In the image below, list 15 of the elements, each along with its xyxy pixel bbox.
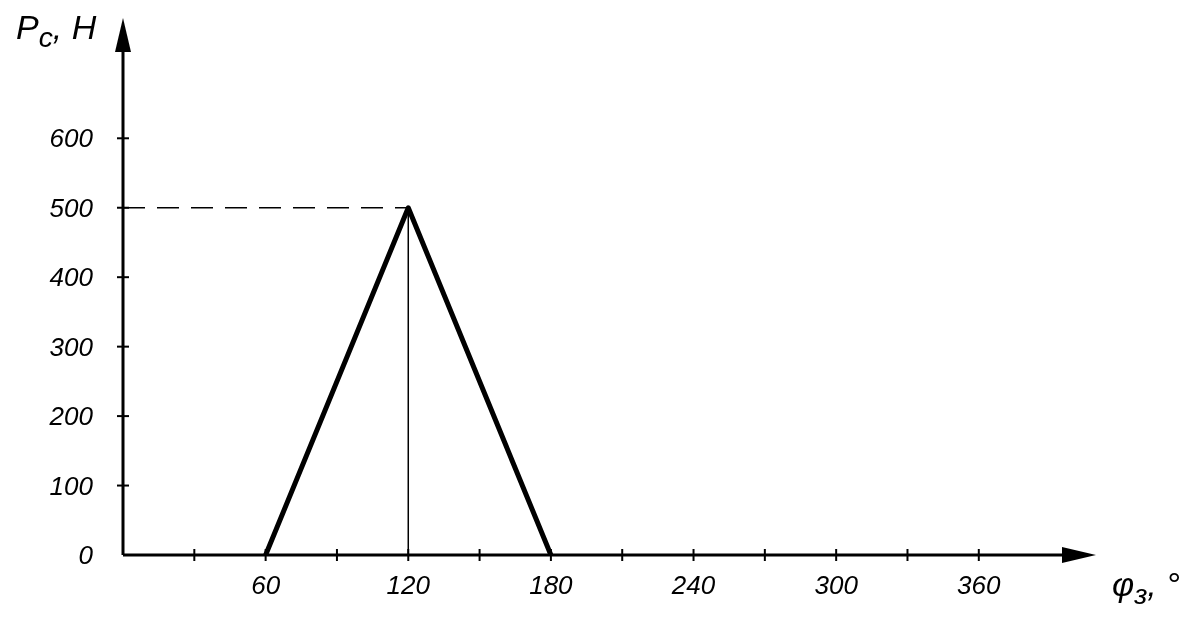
y-tick-label: 0 — [78, 540, 94, 570]
x-tick-label: 240 — [670, 570, 716, 600]
y-axis-title: P$_{с}$, Н — [16, 8, 97, 54]
x-tick-label: 120 — [386, 570, 431, 600]
x-axis-title: φ$_{з}$, ° — [1112, 565, 1180, 611]
y-tick-label: 300 — [49, 331, 94, 362]
y-tick-label: 400 — [49, 262, 94, 293]
y-tick-label: 200 — [48, 401, 94, 432]
x-tick-label: 300 — [814, 570, 859, 600]
y-tick-label: 100 — [49, 470, 94, 501]
x-tick-label: 180 — [529, 570, 574, 600]
y-tick-label: 500 — [49, 192, 94, 223]
y-tick-label: 600 — [49, 123, 94, 154]
x-tick-label: 60 — [251, 570, 281, 600]
x-tick-label: 360 — [957, 570, 1002, 600]
